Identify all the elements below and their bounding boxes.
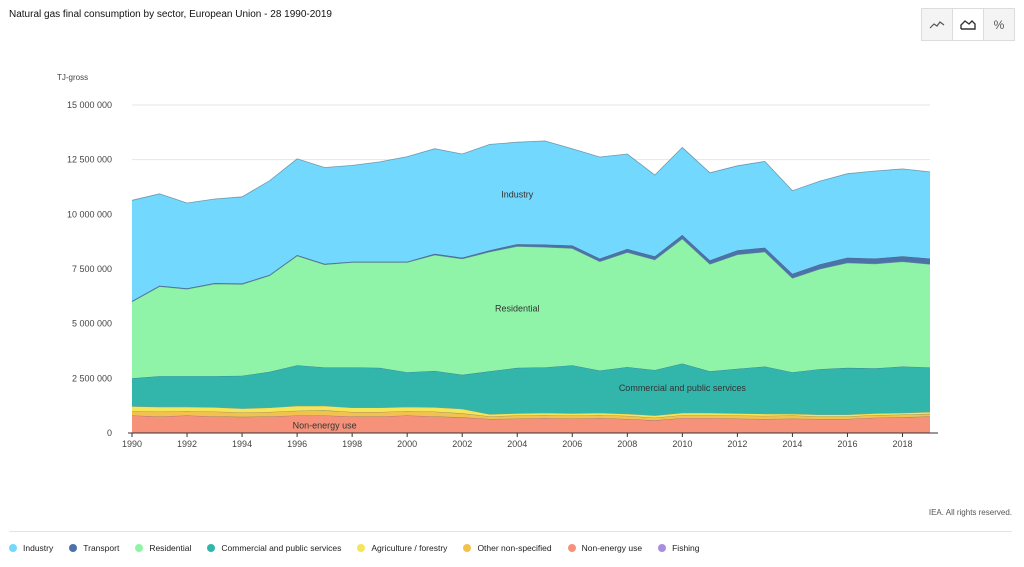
area-view-button[interactable] [953, 9, 984, 40]
legend-item-commercial[interactable]: Commercial and public services [207, 543, 341, 553]
percent-icon: % [993, 17, 1005, 32]
legend-dot-icon [207, 544, 216, 552]
y-axis-unit-label: TJ-gross [57, 73, 89, 82]
x-tick-label: 2016 [837, 439, 857, 449]
legend-label: Transport [83, 543, 120, 553]
y-tick-label: 10 000 000 [67, 209, 112, 219]
x-tick-label: 2000 [397, 439, 417, 449]
x-tick-label: 1990 [122, 439, 142, 449]
x-tick-label: 1998 [342, 439, 362, 449]
legend-item-residential[interactable]: Residential [135, 543, 191, 553]
x-tick-label: 1994 [232, 439, 252, 449]
legend-label: Non-energy use [581, 543, 643, 553]
x-tick-label: 2012 [727, 439, 747, 449]
x-tick-label: 2002 [452, 439, 472, 449]
legend-dot-icon [357, 544, 366, 552]
x-tick-label: 1996 [287, 439, 307, 449]
legend-label: Fishing [672, 543, 700, 553]
chart-view-toolbar: % [921, 8, 1015, 41]
area-series-other-non-specified [132, 410, 930, 421]
area-series-commercial-and-public-services [132, 363, 930, 416]
line-view-button[interactable] [922, 9, 953, 40]
copyright-credit: IEA. All rights reserved. [928, 508, 1012, 517]
area-chart: 0 2 500 000 5 000 000 7 500 000 10 000 000 12… [67, 100, 938, 449]
area-annotation: Non-energy use [293, 420, 357, 430]
legend-label: Agriculture / forestry [371, 543, 448, 553]
legend-dot-icon [463, 544, 472, 552]
area-series-residential [132, 238, 930, 379]
legend-label: Industry [23, 543, 54, 553]
area-edge-line [131, 140, 931, 204]
legend-label: Residential [149, 543, 192, 553]
legend-item-agriculture[interactable]: Agriculture / forestry [357, 543, 447, 553]
legend-item-transport[interactable]: Transport [69, 543, 119, 553]
x-tick-label: 2008 [617, 439, 637, 449]
area-chart-icon [960, 19, 976, 30]
x-tick-label: 2006 [562, 439, 582, 449]
x-tick-label: 2010 [672, 439, 692, 449]
x-tick-label: 2004 [507, 439, 527, 449]
area-annotation: Residential [495, 303, 540, 313]
y-tick-label: 7 500 000 [72, 264, 112, 274]
y-tick-label: 12 500 000 [67, 155, 112, 165]
percent-view-button[interactable]: % [984, 9, 1014, 40]
chart-legend: Industry Transport Residential Commercia… [9, 543, 716, 553]
area-annotation: Commercial and public services [619, 383, 747, 393]
area-series-agriculture-forestry [132, 405, 930, 418]
y-tick-label: 15 000 000 [67, 100, 112, 110]
legend-label: Other non-specified [477, 543, 552, 553]
chart-title: Natural gas final consumption by sector,… [9, 9, 332, 20]
x-tick-label: 2014 [782, 439, 802, 449]
legend-dot-icon [9, 544, 17, 552]
legend-dot-icon [135, 544, 144, 552]
legend-item-non-energy[interactable]: Non-energy use [567, 543, 643, 553]
x-tick-label: 1992 [177, 439, 197, 449]
y-tick-label: 5 000 000 [72, 319, 112, 329]
y-tick-label: 0 [107, 428, 112, 438]
y-tick-label: 2 500 000 [72, 373, 112, 383]
legend-dot-icon [69, 544, 78, 552]
line-chart-icon [929, 20, 945, 28]
legend-item-other[interactable]: Other non-specified [463, 543, 552, 553]
area-series-industry [132, 140, 930, 301]
legend-dot-icon [658, 544, 667, 552]
x-tick-label: 2018 [892, 439, 912, 449]
legend-divider [9, 531, 1012, 532]
legend-label: Commercial and public services [221, 543, 342, 553]
legend-dot-icon [567, 544, 576, 552]
legend-item-industry[interactable]: Industry [9, 543, 53, 553]
area-series-non-energy-use [132, 415, 930, 433]
legend-item-fishing[interactable]: Fishing [658, 543, 700, 553]
area-annotation: Industry [501, 190, 534, 200]
